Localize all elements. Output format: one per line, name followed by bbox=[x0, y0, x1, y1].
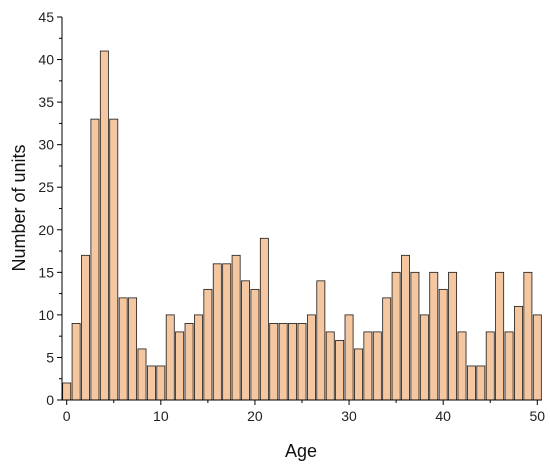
bar-age-25 bbox=[297, 322, 307, 401]
bar-age-17 bbox=[222, 263, 232, 401]
x-tick-label: 20 bbox=[247, 408, 263, 424]
bar-age-8 bbox=[137, 348, 147, 401]
bar-age-15 bbox=[203, 288, 213, 401]
bar-age-7 bbox=[128, 297, 138, 401]
x-tick-label: 40 bbox=[435, 408, 451, 424]
bar-age-27 bbox=[316, 280, 326, 401]
bar-age-4 bbox=[99, 50, 109, 401]
bar-age-14 bbox=[194, 314, 203, 401]
bar-age-12 bbox=[175, 331, 185, 401]
x-tick-label: 0 bbox=[63, 408, 71, 424]
bar-age-35 bbox=[391, 271, 401, 401]
axes-group bbox=[57, 16, 542, 405]
bar-age-36 bbox=[401, 254, 410, 401]
bar-age-29 bbox=[335, 340, 345, 401]
bar-age-30 bbox=[344, 314, 354, 401]
bar-age-13 bbox=[184, 322, 194, 401]
y-tick-label: 10 bbox=[38, 307, 54, 323]
bar-age-22 bbox=[269, 322, 279, 401]
bar-age-46 bbox=[495, 271, 505, 401]
bar-age-18 bbox=[231, 254, 241, 401]
bar-age-6 bbox=[118, 297, 128, 401]
y-tick-label: 25 bbox=[38, 179, 54, 195]
bar-age-49 bbox=[523, 271, 533, 401]
x-axis-label: Age bbox=[285, 441, 317, 461]
bar-age-45 bbox=[485, 331, 495, 401]
bar-age-34 bbox=[382, 297, 392, 401]
bar-age-44 bbox=[476, 365, 486, 401]
y-tick-label: 0 bbox=[46, 392, 54, 408]
bar-age-5 bbox=[109, 118, 119, 401]
y-tick-label: 20 bbox=[38, 222, 54, 238]
bar-age-1 bbox=[71, 322, 81, 401]
bar-age-19 bbox=[241, 280, 250, 401]
y-tick-label: 40 bbox=[38, 52, 54, 68]
bar-age-9 bbox=[146, 365, 156, 401]
x-tick-label: 50 bbox=[530, 408, 546, 424]
y-tick-label: 15 bbox=[38, 264, 54, 280]
y-tick-label: 45 bbox=[38, 9, 54, 25]
bar-age-33 bbox=[372, 331, 382, 401]
bar-age-0 bbox=[62, 382, 72, 401]
y-tick-label: 30 bbox=[38, 137, 54, 153]
x-tick-label: 10 bbox=[153, 408, 169, 424]
bar-age-37 bbox=[410, 271, 420, 401]
bar-age-26 bbox=[306, 314, 316, 401]
bar-age-31 bbox=[354, 348, 363, 401]
bar-age-38 bbox=[419, 314, 429, 401]
bar-age-50 bbox=[532, 314, 542, 401]
bar-age-20 bbox=[250, 288, 260, 401]
bar-age-48 bbox=[514, 305, 523, 401]
bar-age-23 bbox=[278, 322, 288, 401]
bar-age-41 bbox=[448, 271, 458, 401]
y-axis-label: Number of units bbox=[9, 144, 29, 271]
bar-age-21 bbox=[259, 237, 269, 401]
bar-age-43 bbox=[466, 365, 476, 401]
bar-age-11 bbox=[165, 314, 175, 401]
x-tick-label: 30 bbox=[341, 408, 357, 424]
bar-age-3 bbox=[90, 118, 100, 401]
y-tick-label: 35 bbox=[38, 94, 54, 110]
tick-labels-group: 0 5 10 15 20 25 30 35 40 45 0 10 20 30 40 50 bbox=[38, 9, 545, 424]
bar-age-39 bbox=[429, 271, 439, 401]
bar-age-42 bbox=[457, 331, 467, 401]
bar-age-24 bbox=[288, 322, 298, 401]
y-tick-label: 5 bbox=[46, 349, 54, 365]
bar-age-10 bbox=[156, 365, 166, 401]
bar-age-32 bbox=[363, 331, 373, 401]
bar-age-47 bbox=[504, 331, 514, 401]
bar-age-28 bbox=[325, 331, 335, 401]
bar-age-40 bbox=[438, 288, 448, 401]
bar-age-2 bbox=[81, 254, 90, 401]
bars-group bbox=[62, 50, 542, 401]
bar-age-16 bbox=[212, 263, 222, 401]
